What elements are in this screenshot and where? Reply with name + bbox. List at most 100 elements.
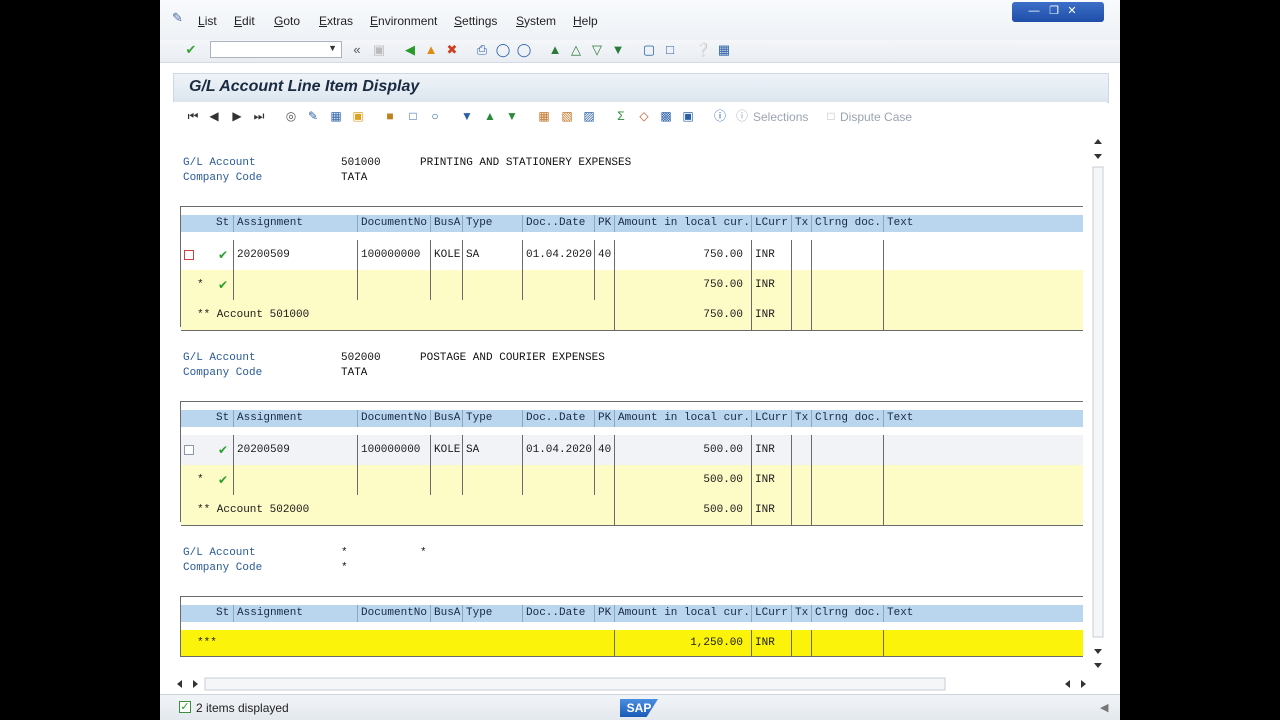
col-lcurr[interactable]: LCurr bbox=[752, 410, 792, 427]
col-busa[interactable]: BusA bbox=[431, 410, 463, 427]
document-no-cell[interactable]: 100000000 bbox=[358, 435, 431, 465]
export-icon[interactable]: ▩ bbox=[660, 109, 672, 123]
scroll-left-end-arrow[interactable] bbox=[1065, 680, 1070, 688]
change-layout-icon[interactable]: ▦ bbox=[538, 109, 550, 123]
change-document-icon[interactable]: ✎ bbox=[307, 109, 319, 123]
menu-settings[interactable]: Settings bbox=[454, 14, 498, 28]
col-docdate[interactable]: Doc..Date bbox=[523, 215, 595, 232]
col-busa[interactable]: BusA bbox=[431, 215, 463, 232]
layout-menu-icon[interactable]: ▦ bbox=[717, 42, 731, 57]
collapse-icon[interactable]: « bbox=[353, 42, 361, 57]
col-documentno[interactable]: DocumentNo bbox=[358, 605, 431, 622]
status-message[interactable]: 2 items displayed bbox=[196, 701, 289, 715]
col-type[interactable]: Type bbox=[463, 410, 523, 427]
selections-icon[interactable]: ⓘ bbox=[735, 109, 748, 123]
new-session-icon[interactable]: ▢ bbox=[642, 42, 656, 57]
col-pk[interactable]: PK bbox=[595, 410, 615, 427]
subtotals-icon[interactable]: ◇ bbox=[639, 109, 649, 123]
col-docdate[interactable]: Doc..Date bbox=[523, 605, 595, 622]
status-expand-icon[interactable]: ◀ bbox=[1100, 702, 1109, 714]
col-lcurr[interactable]: LCurr bbox=[752, 215, 792, 232]
col-st[interactable]: St bbox=[181, 410, 234, 427]
help-icon[interactable]: ❔ bbox=[695, 42, 712, 57]
col-amount[interactable]: Amount in local cur. bbox=[615, 605, 752, 622]
col-text[interactable]: Text bbox=[887, 217, 914, 229]
filter-icon[interactable]: ▼ bbox=[461, 109, 473, 123]
info-icon[interactable]: ⓘ bbox=[713, 109, 726, 123]
dispute-case-button[interactable]: Dispute Case bbox=[840, 110, 913, 124]
col-amount[interactable]: Amount in local cur. bbox=[615, 215, 752, 232]
command-field[interactable]: ▼ bbox=[210, 41, 342, 58]
mass-change-icon[interactable]: ▦ bbox=[330, 109, 342, 123]
next-page-icon[interactable]: ▽ bbox=[592, 42, 602, 57]
cancel-icon[interactable]: ✖ bbox=[446, 42, 458, 57]
col-type[interactable]: Type bbox=[463, 215, 523, 232]
col-text[interactable]: Text bbox=[887, 412, 914, 424]
col-pk[interactable]: PK bbox=[595, 215, 615, 232]
print-preview-icon[interactable]: ▣ bbox=[682, 109, 694, 123]
col-busa[interactable]: BusA bbox=[431, 605, 463, 622]
col-pk[interactable]: PK bbox=[595, 605, 615, 622]
col-text[interactable]: Text bbox=[887, 607, 914, 619]
display-document-icon[interactable]: ◎ bbox=[285, 109, 297, 123]
menu-extras[interactable]: Extras bbox=[319, 14, 354, 28]
table-row[interactable]: ✔ 20200509 100000000 KOLE SA 01.04.2020 … bbox=[181, 435, 1083, 465]
col-documentno[interactable]: DocumentNo bbox=[358, 410, 431, 427]
chevron-down-icon[interactable]: ▼ bbox=[328, 43, 337, 53]
system-menu-icon[interactable]: ✎ bbox=[172, 10, 183, 25]
document-no-cell[interactable]: 100000000 bbox=[358, 240, 431, 270]
col-type[interactable]: Type bbox=[463, 605, 523, 622]
next-item-icon[interactable]: ▶ bbox=[232, 109, 242, 123]
scroll-right-fast-arrow[interactable] bbox=[193, 680, 198, 688]
scroll-thumb[interactable] bbox=[1092, 166, 1104, 638]
col-tx[interactable]: Tx bbox=[792, 410, 812, 427]
row-select-checkbox[interactable] bbox=[184, 250, 194, 260]
menu-edit[interactable]: Edit bbox=[234, 14, 255, 28]
col-docdate[interactable]: Doc..Date bbox=[523, 410, 595, 427]
menu-system[interactable]: System bbox=[516, 14, 557, 28]
save-icon[interactable]: ▣ bbox=[372, 42, 386, 57]
scroll-up-arrow[interactable] bbox=[1094, 139, 1102, 144]
col-st[interactable]: St bbox=[181, 605, 234, 622]
col-clrngdoc[interactable]: Clrng doc. bbox=[812, 215, 884, 232]
col-tx[interactable]: Tx bbox=[792, 215, 812, 232]
previous-item-icon[interactable]: ◀ bbox=[209, 109, 219, 123]
restore-icon[interactable]: ❐ bbox=[1049, 5, 1059, 17]
totals-icon[interactable]: Σ bbox=[617, 109, 625, 123]
print-icon[interactable]: ⎙ bbox=[476, 42, 488, 57]
col-st[interactable]: St bbox=[181, 215, 234, 232]
dispute-case-icon[interactable]: □ bbox=[827, 109, 835, 123]
select-all-icon[interactable]: ■ bbox=[386, 109, 394, 123]
horizontal-scrollbar[interactable] bbox=[173, 676, 1093, 692]
col-lcurr[interactable]: LCurr bbox=[752, 605, 792, 622]
sort-ascending-icon[interactable]: ▲ bbox=[484, 109, 496, 123]
menu-list[interactable]: List bbox=[198, 14, 217, 28]
scroll-down-arrow[interactable] bbox=[1094, 649, 1102, 654]
minimize-icon[interactable]: — bbox=[1028, 5, 1040, 17]
enter-icon[interactable]: ✔ bbox=[185, 42, 197, 57]
menu-help[interactable]: Help bbox=[573, 14, 598, 28]
scroll-down-fast-arrow[interactable] bbox=[1094, 154, 1102, 159]
last-page-icon[interactable]: ▼ bbox=[611, 42, 625, 57]
find-icon[interactable]: ◯ bbox=[495, 42, 511, 57]
col-assignment[interactable]: Assignment bbox=[234, 410, 358, 427]
last-item-icon[interactable]: ⏭ bbox=[253, 109, 265, 123]
col-documentno[interactable]: DocumentNo bbox=[358, 215, 431, 232]
scroll-right-arrow[interactable] bbox=[1081, 680, 1086, 688]
exit-icon[interactable]: ▲ bbox=[424, 42, 438, 57]
col-clrngdoc[interactable]: Clrng doc. bbox=[812, 605, 884, 622]
first-page-icon[interactable]: ▲ bbox=[548, 42, 562, 57]
vertical-scrollbar[interactable] bbox=[1091, 135, 1105, 675]
choose-layout-icon[interactable]: ▧ bbox=[561, 109, 573, 123]
col-assignment[interactable]: Assignment bbox=[234, 215, 358, 232]
detail-icon[interactable]: ○ bbox=[431, 109, 439, 123]
col-amount[interactable]: Amount in local cur. bbox=[615, 410, 752, 427]
save-layout-icon[interactable]: ▨ bbox=[583, 109, 595, 123]
close-icon[interactable]: ✕ bbox=[1067, 5, 1077, 17]
find-next-icon[interactable]: ◯ bbox=[516, 42, 532, 57]
deselect-icon[interactable]: □ bbox=[409, 109, 417, 123]
col-clrngdoc[interactable]: Clrng doc. bbox=[812, 410, 884, 427]
back-icon[interactable]: ◀ bbox=[405, 42, 415, 57]
menu-environment[interactable]: Environment bbox=[370, 14, 438, 28]
scroll-left-arrow[interactable] bbox=[177, 680, 182, 688]
